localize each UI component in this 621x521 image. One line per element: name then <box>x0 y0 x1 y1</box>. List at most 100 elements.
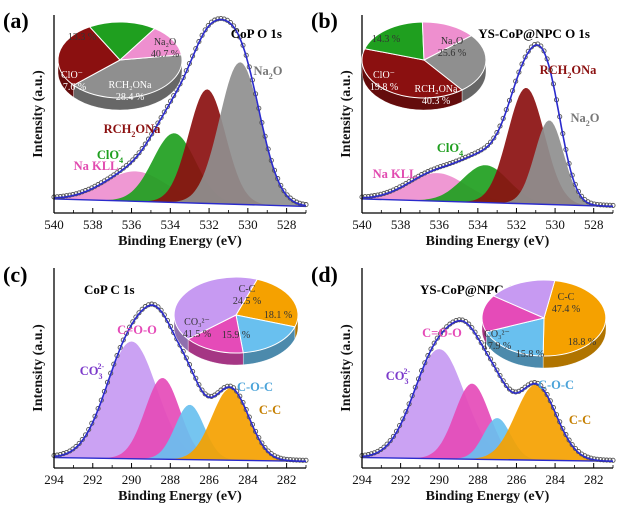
component-label: Na KLL <box>373 167 418 181</box>
component-label: RCH2ONa <box>104 122 162 139</box>
pie-slice-co3-2- <box>173 276 258 340</box>
x-tick-label: 294 <box>44 472 64 487</box>
panel-title: CoP C 1s <box>84 282 135 297</box>
panel-d: 294 292 290 288 286 284 282 Binding Energy (eV)… <box>311 262 616 504</box>
raw-data-point <box>290 457 296 463</box>
x-axis-title: Binding Energy (eV) <box>118 489 242 504</box>
x-tick-label: 286 <box>199 472 219 487</box>
panel-title: CoP O 1s <box>231 26 282 41</box>
background-line <box>361 456 614 463</box>
raw-data-point <box>607 457 613 463</box>
fit-envelope <box>361 44 614 208</box>
pie-slice-value: 17.6 % <box>58 82 86 93</box>
pie-slice-na2o <box>423 35 487 91</box>
peak-c-o-c <box>54 404 306 462</box>
component-label: C-O-C <box>538 378 574 392</box>
pie-slice-c-o-o <box>187 314 244 354</box>
y-axis-title: Intensity (a.u.) <box>339 324 354 412</box>
peak-rch2ona <box>54 89 306 207</box>
pie-slice-value: 47.4 % <box>552 304 580 315</box>
raw-data-point <box>597 202 604 208</box>
x-tick-label: 292 <box>83 472 103 487</box>
raw-data-point <box>297 457 303 463</box>
pie-slice-co3-2- <box>492 279 556 319</box>
x-tick-label: 536 <box>429 217 449 232</box>
pie-slice-clo- <box>364 21 425 61</box>
x-tick-label: 288 <box>161 472 181 487</box>
x-tick-label: 288 <box>468 472 488 487</box>
pie-slice-value: 28.4 % <box>116 92 144 103</box>
peak-c-o-o <box>362 383 613 462</box>
peak-c-o-c <box>362 418 613 462</box>
pie-slice-value: 17.9 % <box>483 341 511 352</box>
raw-data-point <box>456 317 462 323</box>
x-tick-label: 284 <box>545 472 565 487</box>
x-axis-title: Binding Energy (eV) <box>426 489 550 504</box>
x-tick-label: 534 <box>468 217 488 232</box>
x-tick-label: 530 <box>545 217 565 232</box>
pie-slice-na-kll <box>421 21 473 61</box>
pie-slice-rch2ona <box>361 48 463 99</box>
background-line <box>53 456 307 463</box>
pie-slice-value: 13.3 % <box>68 32 96 43</box>
x-tick-label: 282 <box>584 472 604 487</box>
x-tick-label: 528 <box>277 217 297 232</box>
pie-slice-name: ClO⁻ <box>373 70 395 81</box>
pie-slice-value: 25.6 % <box>438 48 466 59</box>
pie-slice-c-o-c <box>485 317 545 357</box>
x-tick-label: 540 <box>44 217 64 232</box>
panel-title: YS-CoP@NPC O 1s <box>478 26 590 41</box>
pie-slice-value: 41.5 % <box>183 329 211 340</box>
x-tick-label: 282 <box>277 472 297 487</box>
x-tick-label: 294 <box>352 472 372 487</box>
pie-slice-value: 14.3 % <box>372 34 400 45</box>
raw-data-point <box>362 194 368 200</box>
x-axis-title: Binding Energy (eV) <box>118 234 242 249</box>
pie-slice-name: ClO⁻ <box>61 70 83 81</box>
pie-slice-c-c <box>235 278 299 328</box>
x-axis-title: Binding Energy (eV) <box>426 234 550 249</box>
component-label: C-O-C <box>237 380 273 394</box>
raw-data-point <box>601 202 607 208</box>
x-tick-label: 538 <box>391 217 411 232</box>
x-tick-label: 532 <box>199 217 219 232</box>
pie-slice-name: C-C <box>239 284 256 295</box>
pie-slice-name: Na₂O <box>441 36 463 47</box>
pie-slice-value: 18.8 % <box>568 337 596 348</box>
component-label: CO32- <box>80 362 105 381</box>
pie-slice-na-kll <box>118 27 183 61</box>
panel-letter: (d) <box>311 262 338 287</box>
fit-envelope <box>53 18 307 207</box>
component-label: ClO4- <box>437 139 463 158</box>
x-tick-label: 290 <box>122 472 142 487</box>
x-tick-label: 534 <box>161 217 181 232</box>
peak-clo4- <box>362 165 613 207</box>
pie-slice-name: C-C <box>558 292 575 303</box>
pie-slice-name: CO₃²⁻ <box>184 317 210 328</box>
raw-data-point <box>604 202 610 208</box>
peak-na-kll <box>362 173 613 207</box>
component-label: CO32- <box>386 367 411 386</box>
x-tick-label: 528 <box>584 217 604 232</box>
component-label: Na KLL <box>74 159 119 173</box>
raw-data-point <box>601 457 607 463</box>
pie-slice-value: 40.7 % <box>151 49 179 60</box>
pie-slice-value: 40.3 % <box>422 96 450 107</box>
panel-c: 294 292 290 288 286 284 282 Binding Energy (eV)… <box>3 262 309 504</box>
x-tick-label: 536 <box>122 217 142 232</box>
y-axis-title: Intensity (a.u.) <box>339 70 354 158</box>
pie-chart: C-C47.4 % 18.8 % 15.8 % CO₃²⁻17.9 % <box>481 279 607 369</box>
x-tick-label: 286 <box>507 472 527 487</box>
component-label: Na2O <box>570 111 599 128</box>
fit-envelope <box>53 304 306 463</box>
pie-slice-value: 15.9 % <box>222 330 250 341</box>
pie-slice-rch2ona <box>57 26 121 86</box>
pie-slice-c-c <box>542 280 607 357</box>
y-axis-title: Intensity (a.u.) <box>31 324 46 412</box>
panel-b: 540 538 536 534 532 530 528 Binding Energy (eV)… <box>311 8 616 249</box>
panel-letter: (a) <box>3 8 29 33</box>
pie-slice-clo- <box>88 21 156 61</box>
background-line <box>53 198 307 208</box>
pie-slice-c-o-o <box>481 295 546 333</box>
